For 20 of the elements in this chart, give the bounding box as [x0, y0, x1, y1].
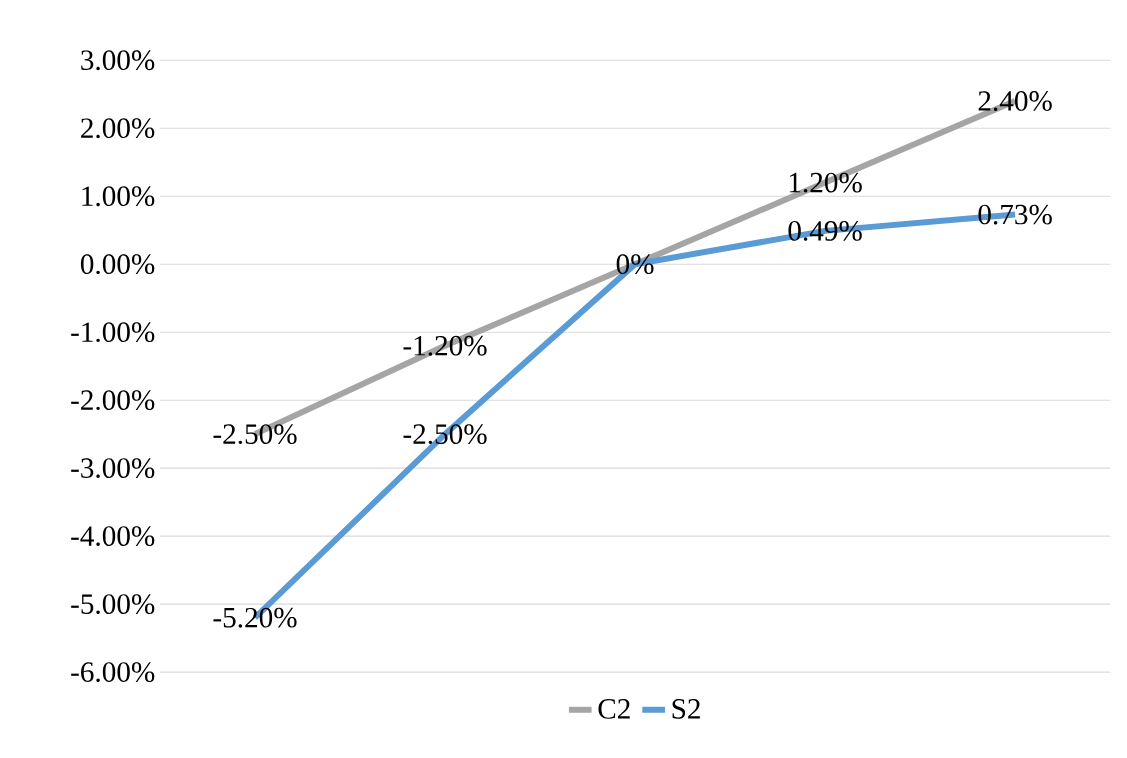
y-tick-label: 1.00% [82, 186, 155, 207]
data-label: 0.73% [978, 204, 1052, 225]
data-label: -2.50% [213, 424, 297, 445]
data-label: -1.20% [403, 335, 487, 356]
y-tick-label: -4.00% [71, 526, 155, 546]
y-tick-label: -1.00% [71, 322, 155, 343]
y-tick-label: 2.00% [81, 118, 155, 139]
data-label: 0.49% [788, 220, 862, 241]
data-label: 1.20% [789, 172, 862, 193]
data-label: -5.20% [213, 607, 297, 628]
y-tick-label: -6.00% [71, 662, 155, 682]
y-tick-label: -3.00% [71, 458, 155, 479]
data-label: 0% [616, 254, 654, 275]
data-label: 2.40% [978, 91, 1052, 111]
y-tick-label: 3.00% [81, 50, 155, 71]
y-tick-label: -5.00% [71, 594, 155, 614]
y-tick-label: 0.00% [80, 254, 155, 275]
legend-label: S2 [672, 699, 700, 719]
y-tick-label: -2.00% [71, 390, 155, 411]
legend-label: C2 [598, 699, 630, 719]
